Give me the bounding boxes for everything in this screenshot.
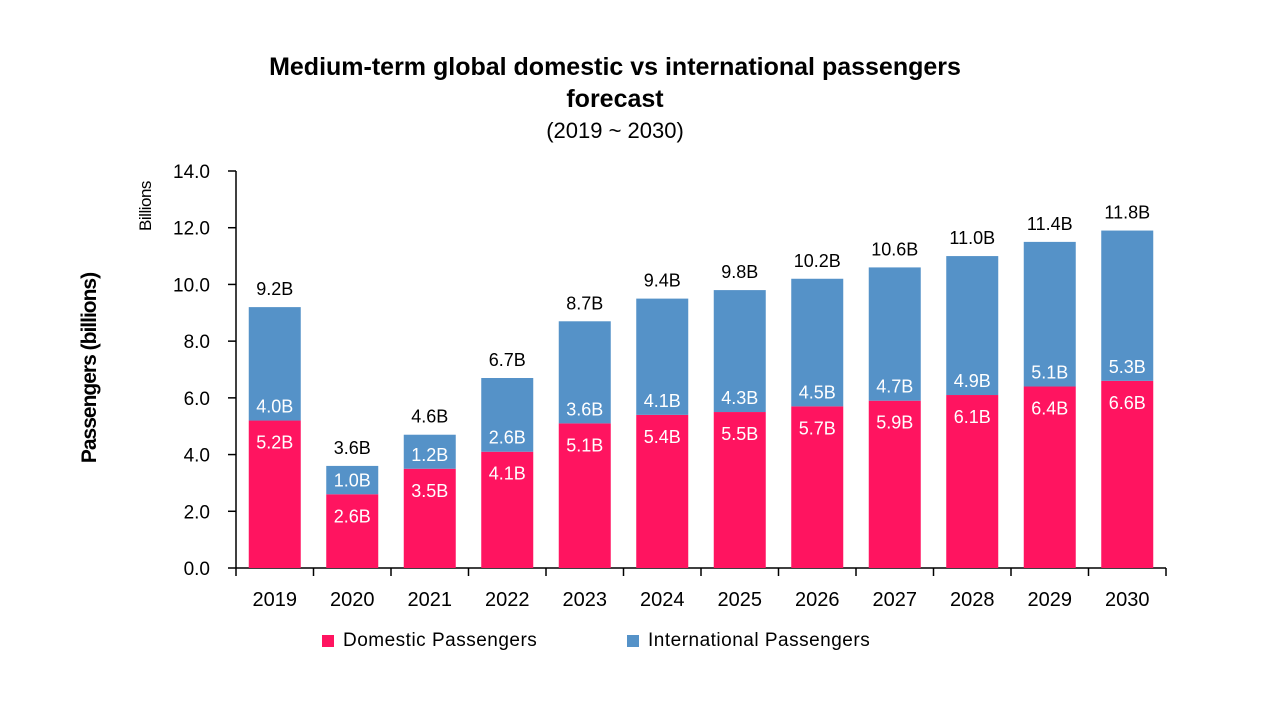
bar-international-2023 bbox=[558, 321, 611, 424]
y-tick-label: 0.0 bbox=[184, 559, 210, 580]
data-label-international: 4.7B bbox=[876, 377, 913, 397]
bar-international-2022 bbox=[481, 378, 534, 452]
y-tick-label: 8.0 bbox=[184, 332, 210, 353]
data-label-domestic: 6.1B bbox=[954, 407, 991, 427]
bar-international-2019 bbox=[248, 307, 301, 421]
data-label-domestic: 3.5B bbox=[411, 481, 448, 501]
bar-international-2024 bbox=[636, 298, 689, 415]
data-label-total: 3.6B bbox=[334, 438, 371, 458]
legend-label-domestic: Domestic Passengers bbox=[343, 630, 538, 651]
data-label-international: 1.0B bbox=[334, 470, 371, 490]
bar-domestic-2026 bbox=[791, 406, 844, 568]
x-tick-label: 2020 bbox=[330, 589, 375, 611]
y-tick-label: 10.0 bbox=[173, 275, 210, 296]
bar-international-2025 bbox=[713, 290, 766, 413]
data-label-domestic: 5.1B bbox=[566, 435, 603, 455]
bar-international-2026 bbox=[791, 278, 844, 407]
x-tick-label: 2024 bbox=[640, 589, 685, 611]
x-tick-label: 2022 bbox=[485, 589, 530, 611]
bar-domestic-2019 bbox=[248, 420, 301, 568]
data-label-total: 9.4B bbox=[644, 271, 681, 291]
data-label-domestic: 5.5B bbox=[721, 424, 758, 444]
data-label-international: 4.5B bbox=[799, 382, 836, 402]
data-label-domestic: 5.9B bbox=[876, 413, 913, 433]
bar-international-2021 bbox=[403, 434, 456, 469]
chart-title-line2: forecast bbox=[566, 85, 664, 113]
data-label-domestic: 4.1B bbox=[489, 464, 526, 484]
data-label-domestic: 5.7B bbox=[799, 418, 836, 438]
legend-item-international: International Passengers bbox=[627, 630, 870, 652]
data-label-domestic: 6.4B bbox=[1031, 399, 1068, 419]
bar-domestic-2020 bbox=[326, 494, 379, 568]
data-label-total: 4.6B bbox=[411, 407, 448, 427]
x-tick-label: 2030 bbox=[1105, 589, 1150, 611]
y-tick-label: 6.0 bbox=[184, 389, 210, 410]
data-label-international: 4.0B bbox=[256, 397, 293, 417]
bar-international-2029 bbox=[1023, 241, 1076, 387]
data-label-total: 11.4B bbox=[1027, 214, 1073, 234]
data-label-international: 5.1B bbox=[1031, 363, 1068, 383]
legend-item-domestic: Domestic Passengers bbox=[322, 630, 537, 652]
bar-domestic-2028 bbox=[946, 395, 999, 568]
data-label-international: 5.3B bbox=[1109, 357, 1146, 377]
bar-domestic-2024 bbox=[636, 414, 689, 568]
legend-swatch-domestic bbox=[322, 635, 334, 647]
x-tick-label: 2021 bbox=[408, 589, 453, 611]
y-tick-label: 4.0 bbox=[184, 446, 210, 467]
data-label-total: 11.0B bbox=[949, 228, 995, 248]
data-label-international: 4.1B bbox=[644, 391, 681, 411]
legend-label-international: International Passengers bbox=[648, 630, 871, 651]
data-label-total: 10.6B bbox=[871, 239, 918, 259]
chart-title: Medium-term global domestic vs internati… bbox=[269, 53, 961, 81]
data-label-total: 8.7B bbox=[566, 293, 603, 313]
chart-subtitle: (2019 ~ 2030) bbox=[546, 118, 684, 143]
bar-domestic-2021 bbox=[403, 468, 456, 568]
bar-domestic-2027 bbox=[868, 400, 921, 568]
bar-domestic-2025 bbox=[713, 412, 766, 568]
x-tick-label: 2026 bbox=[795, 589, 840, 611]
bar-domestic-2022 bbox=[481, 451, 534, 568]
x-tick-label: 2019 bbox=[253, 589, 298, 611]
x-tick-label: 2028 bbox=[950, 589, 995, 611]
data-label-domestic: 6.6B bbox=[1109, 393, 1146, 413]
data-label-total: 6.7B bbox=[489, 350, 526, 370]
data-label-total: 10.2B bbox=[794, 251, 841, 271]
bar-domestic-2030 bbox=[1101, 380, 1154, 568]
data-label-total: 9.8B bbox=[721, 262, 758, 282]
data-label-total: 11.8B bbox=[1104, 203, 1150, 223]
y-tick-label: 12.0 bbox=[173, 219, 210, 240]
bar-international-2030 bbox=[1101, 230, 1154, 381]
x-tick-label: 2029 bbox=[1028, 589, 1073, 611]
x-tick-label: 2025 bbox=[718, 589, 763, 611]
data-label-international: 1.2B bbox=[411, 445, 448, 465]
bar-domestic-2023 bbox=[558, 423, 611, 568]
x-tick-label: 2027 bbox=[873, 589, 918, 611]
data-label-total: 9.2B bbox=[256, 279, 293, 299]
data-label-international: 4.3B bbox=[721, 388, 758, 408]
bar-domestic-2029 bbox=[1023, 386, 1076, 568]
legend-swatch-international bbox=[627, 635, 639, 647]
data-label-international: 3.6B bbox=[566, 399, 603, 419]
y-tick-label: 2.0 bbox=[184, 502, 210, 523]
x-tick-label: 2023 bbox=[563, 589, 608, 611]
bar-international-2027 bbox=[868, 267, 921, 401]
bar-international-2028 bbox=[946, 256, 999, 396]
data-label-international: 2.6B bbox=[489, 428, 526, 448]
data-label-domestic: 5.2B bbox=[256, 433, 293, 453]
data-label-international: 4.9B bbox=[954, 371, 991, 391]
y-tick-label: 14.0 bbox=[173, 162, 210, 183]
data-label-domestic: 5.4B bbox=[644, 427, 681, 447]
bar-international-2020 bbox=[326, 465, 379, 495]
data-label-domestic: 2.6B bbox=[334, 506, 371, 526]
